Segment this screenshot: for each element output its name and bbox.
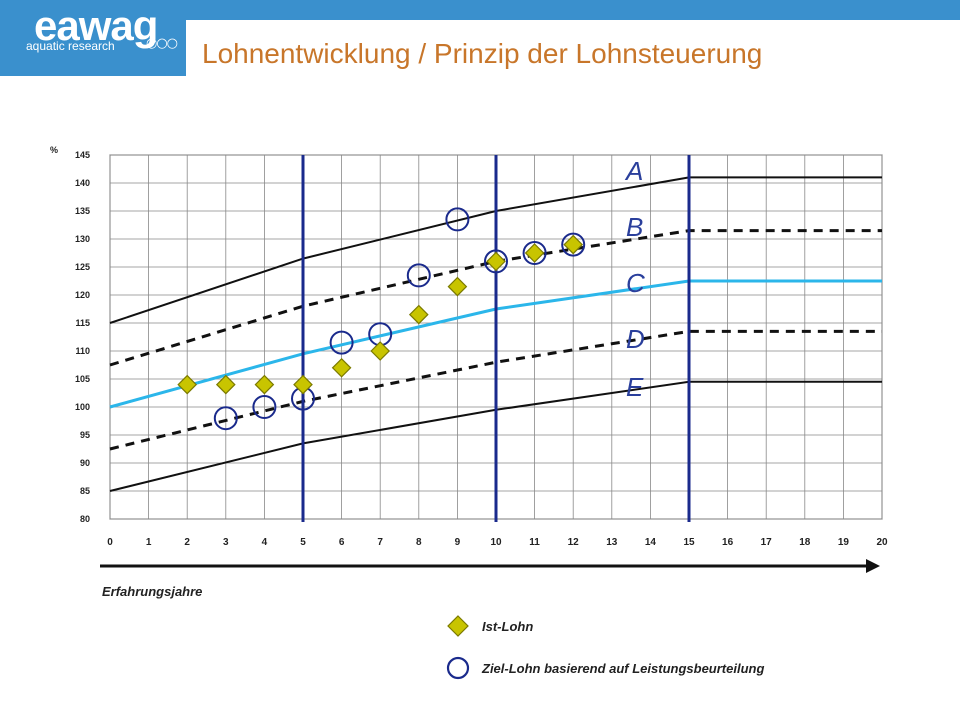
ist-lohn-marker (293, 374, 313, 395)
legend-ziel-lohn-marker (446, 656, 470, 680)
ist-lohn-marker (177, 374, 198, 395)
x-tick-label: 2 (184, 537, 190, 548)
x-tick-label: 11 (529, 537, 540, 548)
x-tick-label: 7 (377, 537, 383, 548)
ziel-lohn-marker (522, 241, 547, 265)
ist-lohn-marker (370, 341, 391, 361)
x-tick-label: 14 (645, 537, 657, 548)
ist-lohn-marker (331, 357, 352, 378)
y-tick-label: 130 (75, 234, 90, 244)
x-tick-label: 9 (455, 537, 461, 548)
ziel-lohn-marker (445, 207, 470, 232)
x-tick-label: 0 (107, 537, 113, 548)
ziel-lohn-marker (252, 395, 277, 419)
ziel-lohn-marker (406, 263, 431, 288)
y-tick-label: 95 (80, 430, 90, 440)
x-tick-label: 10 (490, 537, 502, 548)
ziel-lohn-marker (329, 330, 354, 355)
ziel-lohn-marker (561, 232, 586, 257)
y-tick-label: 80 (80, 514, 90, 524)
band-label: A (624, 156, 643, 186)
x-tick-label: 20 (876, 537, 888, 548)
logo-wordmark: eawag (34, 2, 158, 49)
logo-tagline: aquatic research (26, 39, 115, 53)
ist-lohn-marker (408, 304, 429, 325)
x-tick-label: 8 (416, 537, 422, 548)
legend-ist-lohn-marker (447, 615, 469, 637)
x-tick-label: 6 (339, 537, 345, 548)
x-axis-arrow-head (866, 559, 880, 573)
dashed-band-curve (109, 229, 882, 367)
y-tick-label: 145 (75, 150, 90, 160)
ist-lohn-marker (486, 251, 506, 272)
x-tick-label: 15 (683, 537, 695, 548)
x-tick-label: 5 (300, 537, 306, 548)
x-axis-label: Erfahrungsjahre (102, 584, 202, 599)
legend-ziel-lohn-label: Ziel-Lohn basierend auf Leistungsbeurtei… (481, 661, 764, 676)
ist-lohn-marker (447, 276, 468, 297)
x-tick-label: 4 (262, 537, 268, 548)
x-tick-label: 19 (838, 537, 850, 548)
x-tick-label: 16 (722, 537, 734, 548)
ziel-lohn-marker (484, 249, 508, 274)
ist-lohn-marker (524, 243, 545, 263)
x-tick-label: 18 (799, 537, 811, 548)
y-tick-label: 100 (75, 402, 90, 412)
x-tick-label: 17 (761, 537, 773, 548)
x-tick-label: 1 (146, 537, 152, 548)
y-tick-label: 115 (75, 318, 90, 328)
ist-lohn-marker (254, 374, 275, 395)
y-tick-label: 110 (75, 346, 90, 356)
ist-lohn-marker (215, 374, 236, 395)
y-tick-label: 85 (80, 486, 90, 496)
x-tick-label: 13 (606, 537, 618, 548)
ziel-lohn-marker (213, 406, 238, 431)
y-tick-label: 140 (75, 178, 90, 188)
y-tick-label: 135 (75, 206, 90, 216)
y-tick-label: 125 (75, 262, 90, 272)
header-bar (0, 0, 960, 20)
band-label: C (626, 268, 645, 298)
legend-ist-lohn-label: Ist-Lohn (482, 619, 533, 634)
logo: eawag aquatic research ○○○ (0, 0, 186, 76)
logo-dots: ○○○ (146, 36, 178, 51)
page-title: Lohnentwicklung / Prinzip der Lohnsteuer… (202, 38, 763, 69)
y-tick-label: 90 (80, 458, 90, 468)
band-label: E (626, 372, 644, 402)
ist-lohn-marker (563, 234, 584, 255)
band-label: B (626, 212, 643, 242)
y-axis-label: % (50, 145, 58, 155)
y-tick-label: 120 (75, 290, 90, 300)
x-tick-label: 12 (568, 537, 580, 548)
x-tick-label: 3 (223, 537, 229, 548)
band-label: D (626, 324, 645, 354)
y-tick-label: 105 (75, 374, 90, 384)
dashed-band-curve (109, 329, 882, 451)
